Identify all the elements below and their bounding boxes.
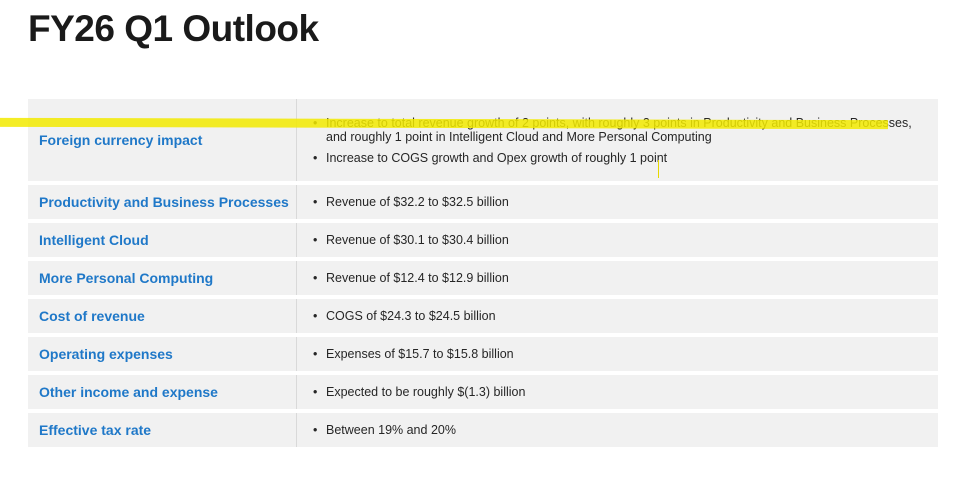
bullet-text: Expenses of $15.7 to $15.8 billion [326,347,514,361]
row-category: Effective tax rate [28,413,297,447]
page-title: FY26 Q1 Outlook [28,8,319,49]
bullet-text: Revenue of $30.1 to $30.4 billion [326,233,509,247]
list-item: • Revenue of $32.2 to $32.5 billion [313,195,928,209]
row-category: Operating expenses [28,337,297,371]
row-category: Foreign currency impact [28,99,297,181]
table-row: Effective tax rate • Between 19% and 20% [28,413,938,447]
table-row: Operating expenses • Expenses of $15.7 t… [28,337,938,371]
row-category: More Personal Computing [28,261,297,295]
list-item: • Increase to COGS growth and Opex growt… [313,151,928,165]
bullet-icon: • [313,309,318,323]
row-category: Other income and expense [28,375,297,409]
bullet-text: Expected to be roughly $(1.3) billion [326,385,526,399]
bullet-icon: • [313,233,318,247]
list-item: • Revenue of $12.4 to $12.9 billion [313,271,928,285]
row-details: • Between 19% and 20% [297,413,938,447]
table-row: Other income and expense • Expected to b… [28,375,938,409]
list-item: • Expected to be roughly $(1.3) billion [313,385,928,399]
row-details: • Revenue of $12.4 to $12.9 billion [297,261,938,295]
row-category: Cost of revenue [28,299,297,333]
table-row: Foreign currency impact • Increase to to… [28,99,938,181]
table-row: Cost of revenue • COGS of $24.3 to $24.5… [28,299,938,333]
row-details: • Expected to be roughly $(1.3) billion [297,375,938,409]
row-category: Intelligent Cloud [28,223,297,257]
bullet-text: COGS of $24.3 to $24.5 billion [326,309,496,323]
row-category: Productivity and Business Processes [28,185,297,219]
table-row: More Personal Computing • Revenue of $12… [28,261,938,295]
bullet-icon: • [313,385,318,399]
bullet-text: Between 19% and 20% [326,423,456,437]
row-details: • Revenue of $30.1 to $30.4 billion [297,223,938,257]
list-item: • Between 19% and 20% [313,423,928,437]
bullet-text: Increase to COGS growth and Opex growth … [326,150,668,165]
list-item: • COGS of $24.3 to $24.5 billion [313,309,928,323]
bullet-icon: • [313,150,318,165]
text-cursor [658,160,659,178]
table-row: Productivity and Business Processes • Re… [28,185,938,219]
bullet-text: Revenue of $32.2 to $32.5 billion [326,195,509,209]
row-details: • Expenses of $15.7 to $15.8 billion [297,337,938,371]
list-item: • Expenses of $15.7 to $15.8 billion [313,347,928,361]
row-details: • Increase to total revenue growth of 2 … [297,99,938,181]
bullet-text: Revenue of $12.4 to $12.9 billion [326,271,509,285]
table-row: Intelligent Cloud • Revenue of $30.1 to … [28,223,938,257]
bullet-icon: • [313,195,318,209]
bullet-icon: • [313,271,318,285]
bullet-icon: • [313,347,318,361]
bullet-icon: • [313,423,318,437]
outlook-table: Foreign currency impact • Increase to to… [28,99,938,451]
list-item: • Revenue of $30.1 to $30.4 billion [313,233,928,247]
row-details: • COGS of $24.3 to $24.5 billion [297,299,938,333]
row-details: • Revenue of $32.2 to $32.5 billion [297,185,938,219]
